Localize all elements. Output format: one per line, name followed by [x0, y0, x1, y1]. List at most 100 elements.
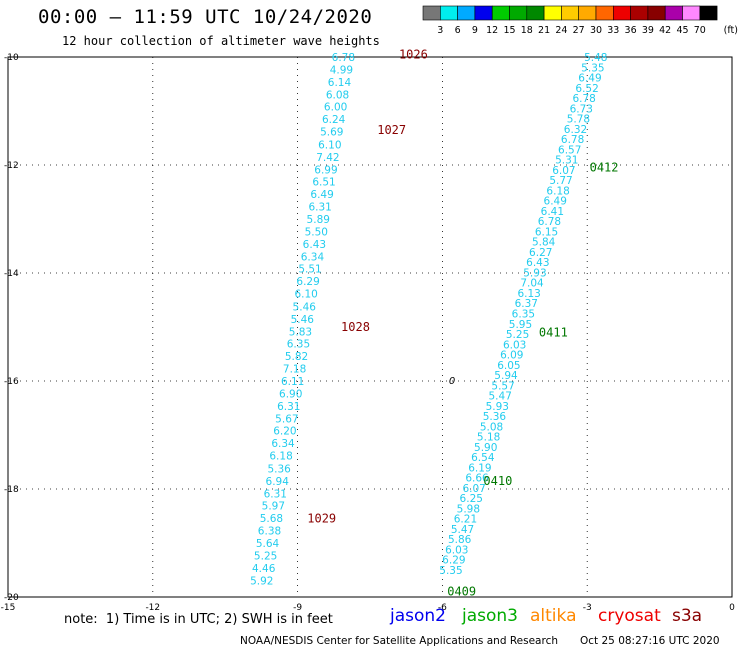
wave-height-point: 6.78 — [332, 52, 355, 64]
wave-height-point: 7.42 — [316, 152, 339, 164]
legend-altika: altika — [530, 606, 577, 626]
wave-height-point: 5.51 — [298, 264, 321, 276]
wave-height-point: 6.78 — [561, 134, 584, 146]
wave-height-point: 6.34 — [301, 251, 325, 263]
wave-height-point: 6.49 — [310, 189, 333, 201]
wave-height-point: 6.21 — [454, 514, 477, 526]
wave-height-point: 6.31 — [264, 488, 287, 500]
color-legend: 3 6 9 12 15 18 21 24 27 30 33 36 39 42 45 70 (ft) — [422, 5, 738, 36]
wave-height-point: 6.35 — [287, 339, 310, 351]
time-label: 0412 — [590, 161, 619, 175]
wave-height-point: 6.94 — [266, 476, 290, 488]
legend-jason3: jason3 — [462, 606, 518, 626]
colorbar-label: 21 — [538, 25, 550, 36]
y-tick-label: -10 — [4, 53, 19, 63]
wave-height-point: 6.18 — [546, 185, 569, 197]
colorbar-label: 24 — [555, 25, 567, 36]
wave-height-point: 6.49 — [544, 196, 567, 208]
footer-timestamp: Oct 25 08:27:16 UTC 2020 — [580, 635, 720, 647]
colorbar-swatch — [699, 5, 718, 21]
wave-height-point: 5.97 — [262, 501, 285, 513]
colorbar-unit: (ft) — [724, 25, 738, 36]
colorbar-label: 18 — [521, 25, 533, 36]
wave-height-point: 6.35 — [512, 309, 535, 321]
y-tick-label: -12 — [4, 161, 19, 171]
x-tick-label: -15 — [1, 603, 16, 613]
wave-height-point: 5.36 — [267, 463, 291, 475]
wave-height-point: 6.07 — [462, 483, 485, 495]
wave-height-point: 6.25 — [460, 493, 483, 505]
wave-height-point: 5.47 — [489, 391, 512, 403]
time-label: 1029 — [307, 512, 336, 526]
wave-height-point: 5.90 — [474, 442, 497, 454]
wave-height-point: 5.18 — [477, 432, 500, 444]
wave-height-point: 6.31 — [277, 401, 300, 413]
wave-height-point: 6.34 — [271, 438, 295, 450]
wave-height-point: 5.98 — [457, 503, 480, 515]
wave-height-point: 6.08 — [326, 89, 349, 101]
wave-height-point: 5.25 — [506, 329, 529, 341]
wave-height-point: 5.86 — [448, 534, 472, 546]
y-tick-label: -14 — [4, 269, 19, 279]
x-tick-label: 0 — [729, 603, 735, 613]
y-tick-label: -16 — [4, 377, 19, 387]
wave-height-point: 6.18 — [269, 451, 292, 463]
wave-height-point: 5.94 — [494, 370, 518, 382]
wave-height-point: 6.27 — [529, 247, 552, 259]
wave-height-point: 6.52 — [575, 83, 598, 95]
wave-height-point: 7.04 — [520, 278, 544, 290]
wave-height-point: 6.32 — [564, 124, 587, 136]
wave-height-point: 4.46 — [252, 563, 276, 575]
x-tick-label: -3 — [583, 603, 592, 613]
wave-height-point: 6.07 — [552, 165, 575, 177]
wave-height-point: 6.43 — [303, 239, 326, 251]
wave-height-point: 5.89 — [307, 214, 330, 226]
wave-height-point: 6.10 — [294, 289, 317, 301]
wave-height-point: 5.46 — [291, 314, 315, 326]
time-label: 0411 — [539, 325, 568, 339]
colorbar-label: 45 — [676, 25, 688, 36]
colorbar-label: 42 — [659, 25, 671, 36]
y-tick-label: -18 — [4, 485, 19, 495]
wave-height-point: 6.24 — [322, 114, 346, 126]
wave-height-point: 6.78 — [572, 93, 595, 105]
wave-height-point: 5.93 — [523, 267, 546, 279]
wave-height-point: 6.31 — [308, 202, 331, 214]
wave-height-point: 5.48 — [584, 52, 607, 64]
wave-height-point: 5.69 — [320, 127, 343, 139]
wave-height-point: 6.73 — [570, 103, 593, 115]
wave-height-point: 5.35 — [439, 565, 462, 577]
colorbar-label: 70 — [694, 25, 706, 36]
wave-height-point: 5.77 — [549, 175, 572, 187]
wave-height-point: 6.13 — [517, 288, 540, 300]
wave-height-point: 5.64 — [256, 538, 280, 550]
wave-height-point: 6.20 — [273, 426, 296, 438]
wave-height-point: 6.19 — [468, 462, 491, 474]
wave-height-point: 5.68 — [260, 513, 283, 525]
wave-height-point: 6.54 — [471, 452, 495, 464]
footer-credit: NOAA/NESDIS Center for Satellite Applica… — [240, 635, 558, 647]
wave-height-point: 5.31 — [555, 155, 578, 167]
time-label: 1027 — [377, 123, 406, 137]
time-label: 0409 — [447, 585, 476, 599]
wave-height-point: 6.00 — [324, 102, 347, 114]
wave-height-point: 6.38 — [258, 526, 281, 538]
wave-height-point: 5.57 — [491, 380, 514, 392]
wave-height-point: 6.05 — [497, 360, 520, 372]
wave-height-point: 5.67 — [275, 413, 298, 425]
time-label: 1026 — [399, 47, 428, 61]
colorbar-label: 15 — [503, 25, 515, 36]
wave-height-point: 6.99 — [314, 164, 337, 176]
colorbar-label: 30 — [590, 25, 602, 36]
wave-height-point: 5.83 — [289, 326, 312, 338]
wave-height-point: 6.15 — [535, 226, 558, 238]
wave-height-point: 6.14 — [328, 77, 352, 89]
wave-height-point: 6.29 — [296, 276, 319, 288]
colorbar-label: 36 — [625, 25, 637, 36]
wave-height-point: 5.08 — [480, 421, 503, 433]
wave-height-point: 5.36 — [483, 411, 507, 423]
plot-frame — [7, 56, 733, 598]
wave-height-point: 5.35 — [581, 62, 604, 74]
colorbar-label: 27 — [573, 25, 585, 36]
